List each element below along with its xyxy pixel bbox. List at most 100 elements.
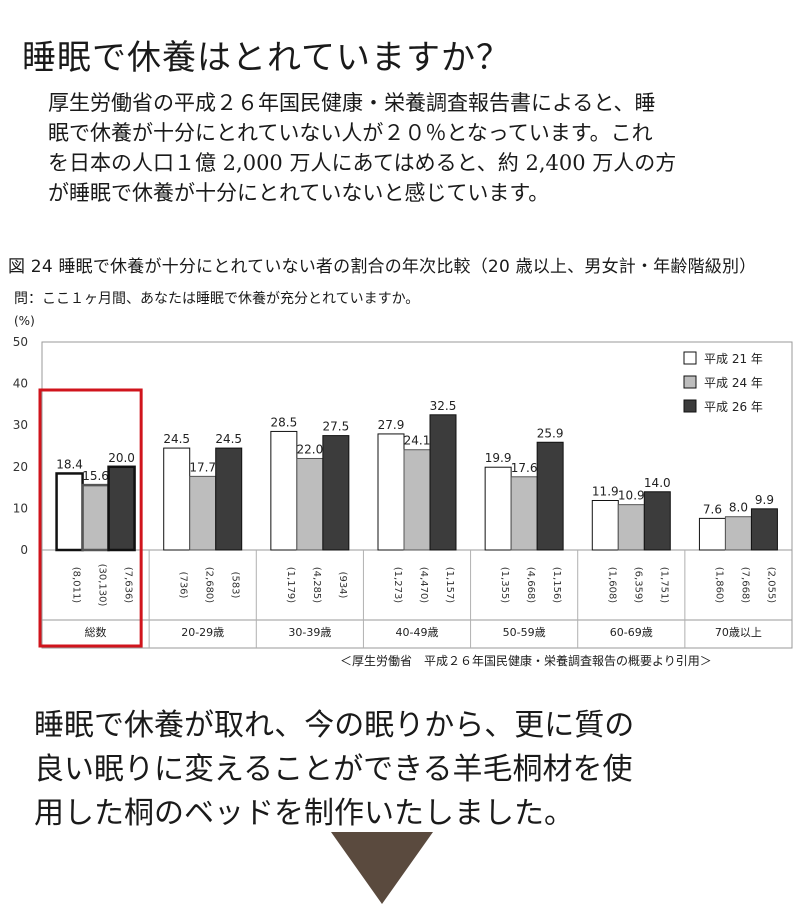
bar xyxy=(698,517,726,551)
data-label: 9.9 xyxy=(755,493,774,507)
y-axis-unit: (%) xyxy=(14,314,35,328)
bar xyxy=(510,476,538,551)
sample-size-label: (4,470) xyxy=(418,567,429,604)
intro-line: が睡眠で休養が十分にとれていないと感じています。 xyxy=(48,181,550,205)
sample-size-label: (1,355) xyxy=(499,567,510,604)
bar xyxy=(163,447,191,551)
sample-size-label: (6,359) xyxy=(632,567,643,604)
category-label: 20-29歳 xyxy=(181,626,224,639)
data-label: 24.5 xyxy=(163,432,190,446)
data-label: 27.5 xyxy=(322,420,349,434)
data-label: 8.0 xyxy=(729,501,748,515)
data-label: 24.1 xyxy=(404,434,431,448)
bar xyxy=(536,441,564,551)
bar xyxy=(107,465,136,552)
category-label: 30-39歳 xyxy=(288,626,331,639)
plot-frame xyxy=(41,341,793,649)
data-label: 7.6 xyxy=(703,502,722,516)
data-label: 25.9 xyxy=(537,426,564,440)
bar-chart: 0 10 20 30 40 50 18.4 (8,011) 15.6 (30,130) 20.0 (7… xyxy=(13,335,793,649)
closing-line: 用した桐のベッドを制作いたしました。 xyxy=(34,796,574,831)
bar xyxy=(484,466,512,551)
sample-size-label: (1,860) xyxy=(713,567,724,604)
sample-size-label: (1,156) xyxy=(551,567,562,604)
legend-swatch xyxy=(683,399,697,413)
bar xyxy=(322,435,350,551)
intro-line: を日本の人口１億 2,000 万人にあてはめると、約 2,400 万人の方 xyxy=(48,151,677,175)
data-label: 11.9 xyxy=(592,484,619,498)
y-tick-label: 20 xyxy=(13,460,28,474)
data-label: 19.9 xyxy=(485,451,512,465)
bar xyxy=(617,504,645,551)
y-tick-label: 30 xyxy=(13,418,28,432)
data-label: 22.0 xyxy=(296,442,323,456)
intro-line: 眠で休養が十分にとれていない人が２０％となっています。これ xyxy=(48,121,653,145)
sample-size-label: (1,273) xyxy=(392,567,403,604)
legend-label: 平成 24 年 xyxy=(704,376,763,390)
sample-size-label: (4,285) xyxy=(311,567,322,604)
sample-size-label: (1,608) xyxy=(606,567,617,604)
data-label: 27.9 xyxy=(378,418,405,432)
data-label: 15.6 xyxy=(82,469,109,483)
down-arrow-icon xyxy=(331,832,433,904)
bar xyxy=(81,483,110,552)
bar xyxy=(215,447,243,551)
data-label: 18.4 xyxy=(56,457,83,471)
y-tick-label: 50 xyxy=(13,335,28,349)
figure-question: 問：ここ１ヶ月間、あなたは睡眠で休養が充分とれていますか。 xyxy=(14,291,420,307)
data-label: 32.5 xyxy=(430,399,457,413)
y-tick-label: 40 xyxy=(13,377,28,391)
category-label: 60-69歳 xyxy=(610,626,653,639)
data-label: 17.6 xyxy=(511,461,538,475)
sample-size-label: (2,055) xyxy=(765,567,776,604)
sample-size-label: (7,636) xyxy=(123,567,134,604)
source-citation: ＜厚生労働省 平成２６年国民健康・栄養調査報告の概要より引用＞ xyxy=(340,654,712,668)
category-label: 40-49歳 xyxy=(396,626,439,639)
bar xyxy=(377,433,405,551)
bar xyxy=(750,508,778,551)
legend-swatch xyxy=(683,375,697,389)
bar xyxy=(724,516,752,551)
legend-label: 平成 21 年 xyxy=(704,352,763,366)
sample-size-label: (4,668) xyxy=(525,567,536,604)
data-label: 10.9 xyxy=(618,489,645,503)
sample-size-label: (736) xyxy=(178,572,189,599)
sample-size-label: (583) xyxy=(230,572,241,599)
intro-paragraph: 厚生労働省の平成２６年国民健康・栄養調査報告書によると、睡 眠で休養が十分にとれ… xyxy=(48,88,760,208)
bar xyxy=(643,491,671,551)
closing-paragraph: 睡眠で休養が取れ、今の眠りから、更に質の 良い眠りに変えることができる羊毛桐材を… xyxy=(34,704,774,836)
closing-line: 睡眠で休養が取れ、今の眠りから、更に質の xyxy=(34,708,635,743)
sample-size-label: (1,179) xyxy=(285,567,296,604)
highlight-box xyxy=(38,388,143,648)
legend-label: 平成 26 年 xyxy=(704,400,763,414)
sample-size-label: (8,011) xyxy=(71,567,82,604)
sample-size-label: (7,668) xyxy=(739,567,750,604)
bar xyxy=(591,499,619,551)
data-label: 17.7 xyxy=(189,460,216,474)
legend-swatch xyxy=(683,351,697,365)
sample-size-label: (1,157) xyxy=(444,567,455,604)
sample-size-label: (1,751) xyxy=(658,567,669,604)
sample-size-label: (2,680) xyxy=(204,567,215,604)
sample-size-label: (30,130) xyxy=(97,564,108,607)
bar xyxy=(403,449,431,551)
page-title: 睡眠で休養はとれていますか？ xyxy=(22,38,511,78)
category-label: 総数 xyxy=(85,625,107,639)
bar xyxy=(296,457,324,551)
category-label: 50-59歳 xyxy=(503,626,546,639)
data-label: 14.0 xyxy=(644,476,671,490)
y-tick-label: 10 xyxy=(13,501,28,515)
bar xyxy=(55,472,84,552)
y-tick-label: 0 xyxy=(20,543,28,557)
sample-size-label: (934) xyxy=(337,572,348,599)
data-label: 28.5 xyxy=(270,415,297,429)
data-label: 24.5 xyxy=(215,432,242,446)
bar xyxy=(189,475,217,551)
closing-line: 良い眠りに変えることができる羊毛桐材を使 xyxy=(34,752,633,787)
data-label: 20.0 xyxy=(108,451,135,465)
bar xyxy=(429,414,457,551)
intro-line: 厚生労働省の平成２６年国民健康・栄養調査報告書によると、睡 xyxy=(48,91,656,115)
bar xyxy=(270,430,298,551)
category-label: 70歳以上 xyxy=(715,626,762,639)
figure-title: 図 24 睡眠で休養が十分にとれていない者の割合の年次比較（20 歳以上、男女計… xyxy=(8,257,757,277)
